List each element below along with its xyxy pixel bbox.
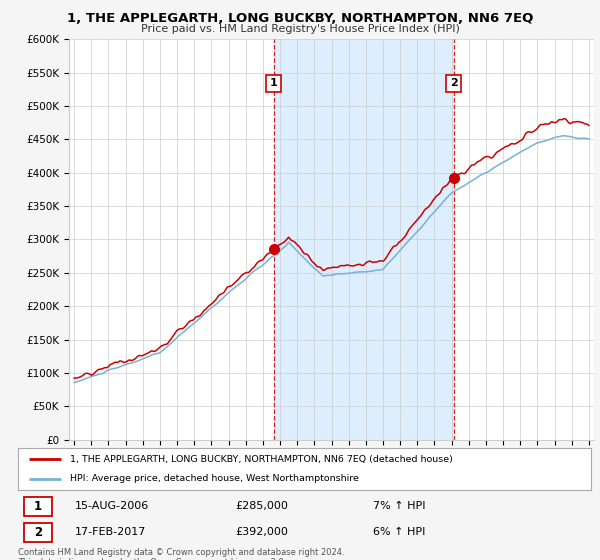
Text: 2: 2 (450, 78, 458, 88)
Text: 1, THE APPLEGARTH, LONG BUCKBY, NORTHAMPTON, NN6 7EQ (detached house): 1, THE APPLEGARTH, LONG BUCKBY, NORTHAMP… (70, 455, 452, 464)
Text: 7% ↑ HPI: 7% ↑ HPI (373, 501, 426, 511)
Text: HPI: Average price, detached house, West Northamptonshire: HPI: Average price, detached house, West… (70, 474, 358, 483)
Text: 17-FEB-2017: 17-FEB-2017 (76, 528, 146, 538)
Bar (274, 39, 454, 440)
Text: 2: 2 (34, 526, 42, 539)
FancyBboxPatch shape (24, 523, 52, 542)
Text: 6% ↑ HPI: 6% ↑ HPI (373, 528, 425, 538)
Text: 15-AUG-2006: 15-AUG-2006 (76, 501, 149, 511)
Text: 1, THE APPLEGARTH, LONG BUCKBY, NORTHAMPTON, NN6 7EQ: 1, THE APPLEGARTH, LONG BUCKBY, NORTHAMP… (67, 12, 533, 25)
FancyBboxPatch shape (24, 497, 52, 516)
Text: £392,000: £392,000 (236, 528, 289, 538)
Text: 1: 1 (34, 500, 42, 513)
Text: 1: 1 (269, 78, 277, 88)
Text: Contains HM Land Registry data © Crown copyright and database right 2024.
This d: Contains HM Land Registry data © Crown c… (18, 548, 344, 560)
Text: £285,000: £285,000 (236, 501, 289, 511)
Text: Price paid vs. HM Land Registry's House Price Index (HPI): Price paid vs. HM Land Registry's House … (140, 24, 460, 34)
